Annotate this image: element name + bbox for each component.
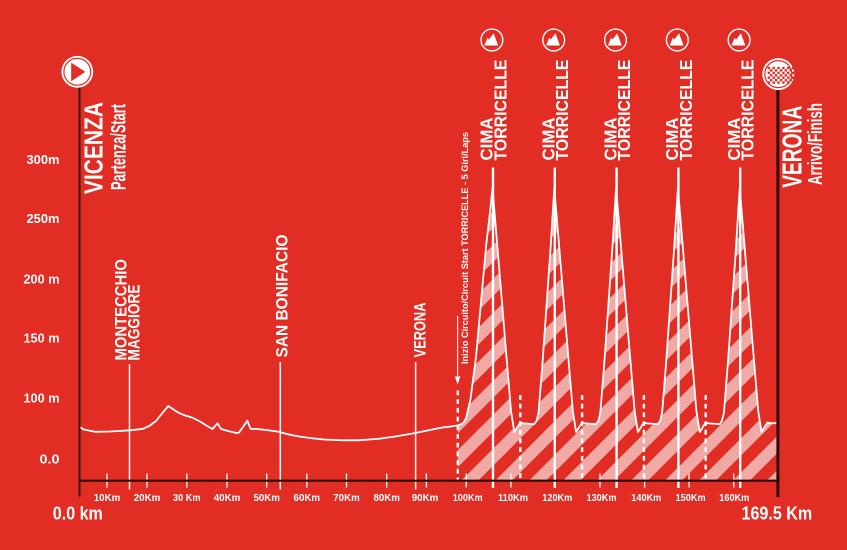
- svg-text:10Km: 10Km: [94, 493, 121, 504]
- svg-text:120Km: 120Km: [542, 493, 572, 504]
- svg-text:Arrivo/Finish: Arrivo/Finish: [805, 103, 827, 185]
- svg-text:TORRICELLE: TORRICELLE: [738, 60, 758, 161]
- svg-text:VICENZA: VICENZA: [79, 102, 109, 194]
- svg-text:169.5 Km: 169.5 Km: [742, 504, 813, 524]
- svg-text:Inizio Circuito/Circuit Start: Inizio Circuito/Circuit Start TORRICELLE…: [460, 132, 471, 364]
- svg-text:100Km: 100Km: [453, 493, 483, 504]
- svg-text:SAN BONIFACIO: SAN BONIFACIO: [273, 235, 292, 358]
- svg-text:60Km: 60Km: [294, 493, 321, 504]
- svg-text:0.0: 0.0: [40, 453, 60, 467]
- svg-text:TORRICELLE: TORRICELLE: [614, 60, 634, 161]
- svg-text:MONTECCHIO: MONTECCHIO: [111, 259, 130, 360]
- svg-text:80Km: 80Km: [373, 493, 400, 504]
- svg-text:50Km: 50Km: [253, 493, 280, 504]
- svg-text:VERONA: VERONA: [411, 303, 430, 358]
- svg-text:20Km: 20Km: [134, 493, 161, 504]
- svg-text:40Km: 40Km: [214, 493, 241, 504]
- svg-text:150Km: 150Km: [676, 493, 706, 504]
- svg-text:CIMA: CIMA: [724, 117, 744, 160]
- svg-text:CIMA: CIMA: [539, 117, 559, 160]
- svg-text:30 Km: 30 Km: [173, 493, 201, 504]
- svg-text:200 m: 200 m: [24, 273, 60, 287]
- svg-text:150 m: 150 m: [24, 332, 60, 346]
- svg-text:160Km: 160Km: [719, 493, 749, 504]
- svg-text:CIMA: CIMA: [477, 117, 497, 160]
- svg-text:130Km: 130Km: [587, 493, 617, 504]
- svg-text:110Km: 110Km: [498, 493, 528, 504]
- svg-text:0.0 km: 0.0 km: [53, 504, 103, 524]
- svg-text:MAGGIORE: MAGGIORE: [124, 285, 143, 361]
- svg-text:CIMA: CIMA: [662, 117, 682, 160]
- svg-text:100 m: 100 m: [24, 392, 60, 406]
- svg-text:TORRICELLE: TORRICELLE: [676, 60, 696, 161]
- svg-text:250m: 250m: [27, 212, 60, 226]
- svg-text:TORRICELLE: TORRICELLE: [490, 60, 510, 161]
- svg-text:140Km: 140Km: [631, 493, 661, 504]
- svg-text:300m: 300m: [27, 153, 60, 167]
- svg-text:90Km: 90Km: [412, 493, 439, 504]
- svg-text:70Km: 70Km: [333, 493, 360, 504]
- svg-text:VERONA: VERONA: [777, 106, 808, 188]
- svg-text:Partenza/Start: Partenza/Start: [108, 104, 131, 190]
- svg-text:TORRICELLE: TORRICELLE: [552, 60, 572, 161]
- svg-text:CIMA: CIMA: [600, 117, 620, 160]
